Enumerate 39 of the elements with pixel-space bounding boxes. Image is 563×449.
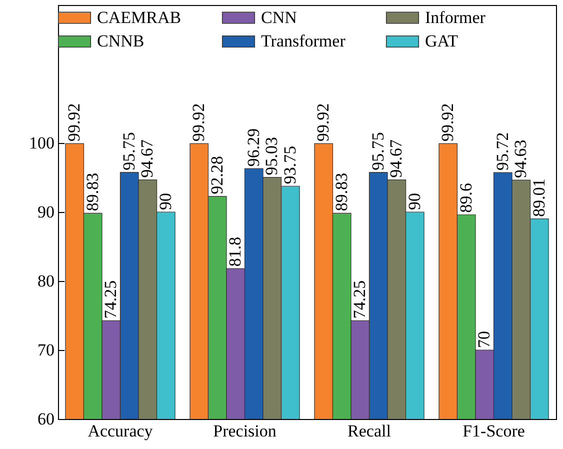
y-tick-label: 90 (38, 202, 54, 222)
data-label: 90 (404, 193, 424, 210)
x-tick-label: Recall (348, 422, 392, 440)
x-tick-label: Accuracy (88, 422, 154, 440)
legend-label: Informer (425, 8, 486, 27)
data-label: 94.63 (511, 140, 530, 178)
data-label: 99.92 (189, 103, 208, 142)
data-label: 96.29 (244, 128, 263, 167)
data-label: 90 (156, 193, 175, 210)
data-label: 89.01 (529, 178, 548, 217)
data-label: 93.75 (280, 146, 300, 184)
x-tick-label: F1-Score (462, 422, 525, 440)
y-tick-label: 80 (38, 272, 54, 290)
data-label: 99.92 (314, 103, 333, 142)
legend-label: CNNB (97, 32, 144, 50)
data-label: 95.03 (262, 137, 282, 176)
data-label: 70 (474, 331, 494, 348)
y-tick-label: 70 (38, 340, 54, 360)
data-label: 95.75 (119, 132, 138, 170)
data-label: 81.8 (226, 236, 245, 267)
data-label: 74.25 (101, 280, 120, 319)
x-tick-label: Precision (213, 422, 277, 440)
data-label: 94.67 (386, 139, 406, 178)
legend-label: GAT (425, 32, 459, 50)
legend-label: CNN (261, 8, 297, 27)
data-label: 95.75 (368, 132, 388, 170)
y-tick-label: 100 (29, 134, 54, 152)
legend-label: CAEMRAB (97, 8, 182, 27)
data-label: 89.83 (82, 172, 102, 212)
data-label: 92.28 (207, 156, 226, 194)
y-tick-label: 60 (38, 410, 54, 428)
data-label: 99.92 (64, 103, 84, 142)
data-label: 95.72 (492, 132, 512, 171)
data-label: 89.6 (456, 183, 476, 213)
data-label: 74.25 (350, 280, 370, 319)
legend-label: Transformer (261, 32, 346, 50)
data-label: 89.83 (332, 172, 351, 212)
data-label: 99.92 (438, 103, 458, 142)
data-label: 94.67 (138, 139, 157, 178)
